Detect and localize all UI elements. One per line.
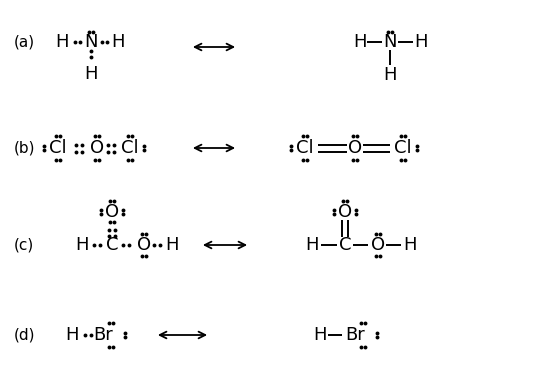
Text: Cl: Cl bbox=[49, 139, 67, 157]
Text: Cl: Cl bbox=[394, 139, 412, 157]
Text: H: H bbox=[111, 33, 125, 51]
Text: (c): (c) bbox=[14, 237, 34, 252]
Text: H: H bbox=[403, 236, 417, 254]
Text: H: H bbox=[353, 33, 367, 51]
Text: H: H bbox=[165, 236, 179, 254]
Text: C: C bbox=[339, 236, 351, 254]
Text: H: H bbox=[384, 66, 397, 84]
Text: (a): (a) bbox=[14, 34, 35, 49]
Text: O: O bbox=[348, 139, 362, 157]
Text: O: O bbox=[338, 203, 352, 221]
Text: H: H bbox=[75, 236, 89, 254]
Text: H: H bbox=[65, 326, 79, 344]
Text: Cl: Cl bbox=[121, 139, 139, 157]
Text: H: H bbox=[84, 65, 98, 83]
Text: Br: Br bbox=[345, 326, 365, 344]
Text: (d): (d) bbox=[14, 327, 36, 342]
Text: (b): (b) bbox=[14, 141, 36, 156]
Text: O: O bbox=[90, 139, 104, 157]
Text: O: O bbox=[137, 236, 151, 254]
Text: O: O bbox=[371, 236, 385, 254]
Text: O: O bbox=[105, 203, 119, 221]
Text: H: H bbox=[414, 33, 428, 51]
Text: N: N bbox=[384, 33, 397, 51]
Text: Cl: Cl bbox=[296, 139, 314, 157]
Text: H: H bbox=[56, 33, 69, 51]
Text: N: N bbox=[84, 33, 98, 51]
Text: H: H bbox=[313, 326, 327, 344]
Text: Br: Br bbox=[93, 326, 113, 344]
Text: H: H bbox=[305, 236, 319, 254]
Text: C: C bbox=[106, 236, 118, 254]
